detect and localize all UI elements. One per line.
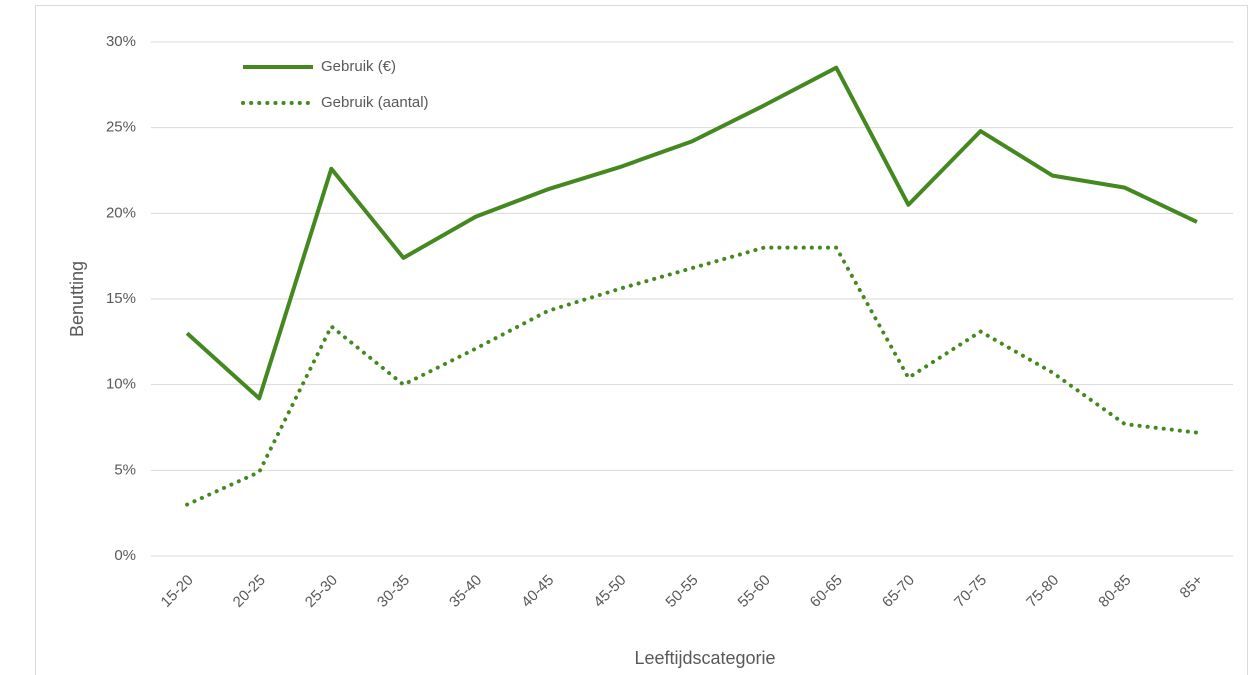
x-tick-label: 25-30: [302, 572, 341, 611]
data-line: [185, 65, 1198, 401]
x-tick-label: 85+: [1177, 571, 1207, 601]
x-tick-label: 55-60: [735, 572, 774, 611]
x-tick-label: 65-70: [879, 572, 918, 611]
x-tick-label: 30-35: [374, 572, 413, 611]
x-tick-label: 20-25: [230, 572, 269, 611]
y-tick-label: 20%: [106, 204, 136, 221]
x-tick-label: 70-75: [951, 572, 990, 611]
x-tick-label: 80-85: [1095, 572, 1134, 611]
x-tick-label: 60-65: [807, 572, 846, 611]
x-tick-label: 35-40: [446, 572, 485, 611]
x-tick-label: 15-20: [158, 572, 197, 611]
chart-border: [35, 5, 1248, 675]
y-tick-label: 30%: [106, 33, 136, 50]
x-tick-label: 45-50: [590, 572, 629, 611]
y-tick-label: 0%: [114, 547, 136, 564]
x-tick-label: 50-55: [662, 572, 701, 611]
y-tick-label: 10%: [106, 376, 136, 393]
y-tick-label: 15%: [106, 290, 136, 307]
legend-label: Gebruik (€): [321, 58, 396, 75]
x-axis-label: Leeftijdscategorie: [634, 648, 775, 668]
legend-label: Gebruik (aantal): [321, 94, 429, 111]
x-tick-label: 40-45: [518, 572, 557, 611]
y-axis-label: Benutting: [67, 261, 87, 337]
data-line: [185, 245, 1199, 507]
y-tick-label: 5%: [114, 461, 136, 478]
x-tick-label: 75-80: [1023, 572, 1062, 611]
y-tick-label: 25%: [106, 119, 136, 136]
